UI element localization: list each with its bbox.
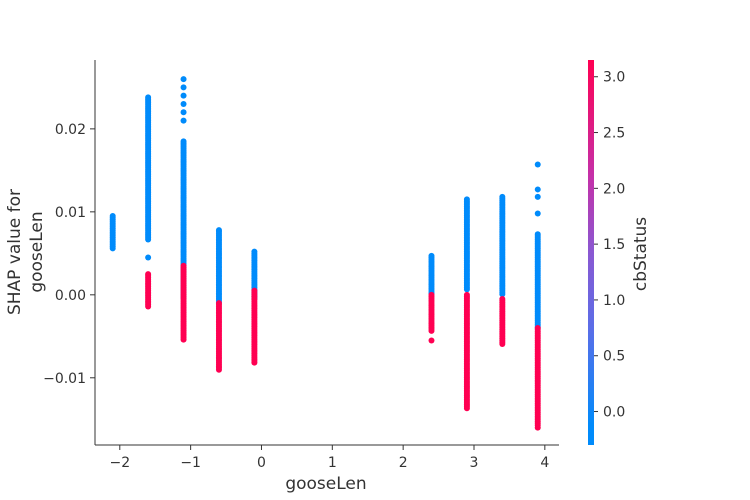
scatter-point-blue xyxy=(145,236,152,243)
scatter-point-red xyxy=(215,366,222,373)
y-tick-label: 0.02 xyxy=(55,122,86,138)
scatter-point-red xyxy=(251,359,258,366)
scatter-point-blue xyxy=(534,210,541,217)
scatter-point-blue xyxy=(534,193,541,200)
colorbar-tick-label: 0.5 xyxy=(603,349,625,365)
colorbar-tick-label: 0.0 xyxy=(603,405,625,421)
x-axis-label: gooseLen xyxy=(285,474,366,494)
x-tick-label: 3 xyxy=(470,455,479,471)
scatter-point-blue xyxy=(109,245,116,252)
scatter-point-blue xyxy=(180,109,187,116)
colorbar-tick-label: 1.0 xyxy=(603,293,625,309)
x-tick-label: 0 xyxy=(257,455,266,471)
colorbar-ticks: 0.0 0.5 1.0 1.5 2.0 2.5 3.0 xyxy=(594,70,625,421)
y-axis-label-line: SHAP value for xyxy=(5,189,25,315)
plot-area xyxy=(109,76,541,431)
colorbar-tick-label: 3.0 xyxy=(603,70,625,86)
colorbar-tick-label: 1.5 xyxy=(603,237,625,253)
scatter-point-blue xyxy=(534,161,541,168)
colorbar-label: cbStatus xyxy=(631,217,651,291)
colorbar-tick-label: 2.5 xyxy=(603,126,625,142)
colorbar-tick-label: 2.0 xyxy=(603,181,625,197)
scatter-point-blue xyxy=(534,186,541,193)
x-tick-label: 4 xyxy=(540,455,549,471)
y-axis-label: SHAP value for gooseLen xyxy=(5,189,47,315)
scatter-point-red xyxy=(428,337,435,344)
scatter-point-blue xyxy=(499,291,506,298)
scatter-point-red xyxy=(428,327,435,334)
scatter-point-blue xyxy=(180,76,187,83)
scatter-point-blue xyxy=(180,100,187,107)
y-axis-label-line: gooseLen xyxy=(27,211,47,292)
scatter-point-red xyxy=(534,424,541,431)
scatter-point-blue xyxy=(180,84,187,91)
x-tick-label: −1 xyxy=(180,455,201,471)
scatter-point-red xyxy=(145,303,152,310)
scatter-point-blue xyxy=(180,117,187,124)
scatter-point-blue xyxy=(463,286,470,293)
y-tick-label: 0.00 xyxy=(55,288,86,304)
scatter-point-red xyxy=(499,340,506,347)
y-tick-label: 0.01 xyxy=(55,205,86,221)
x-tick-label: −2 xyxy=(109,455,130,471)
scatter-point-red xyxy=(463,405,470,412)
colorbar xyxy=(588,60,594,445)
x-ticks: −2 −1 0 1 2 3 4 xyxy=(109,445,549,471)
y-ticks: 0.02 0.01 0.00 −0.01 xyxy=(43,122,95,387)
scatter-point-blue xyxy=(145,254,152,261)
scatter-point-red xyxy=(180,336,187,343)
x-tick-label: 1 xyxy=(328,455,337,471)
scatter-point-blue xyxy=(180,92,187,99)
x-tick-label: 2 xyxy=(399,455,408,471)
y-tick-label: −0.01 xyxy=(43,371,86,387)
